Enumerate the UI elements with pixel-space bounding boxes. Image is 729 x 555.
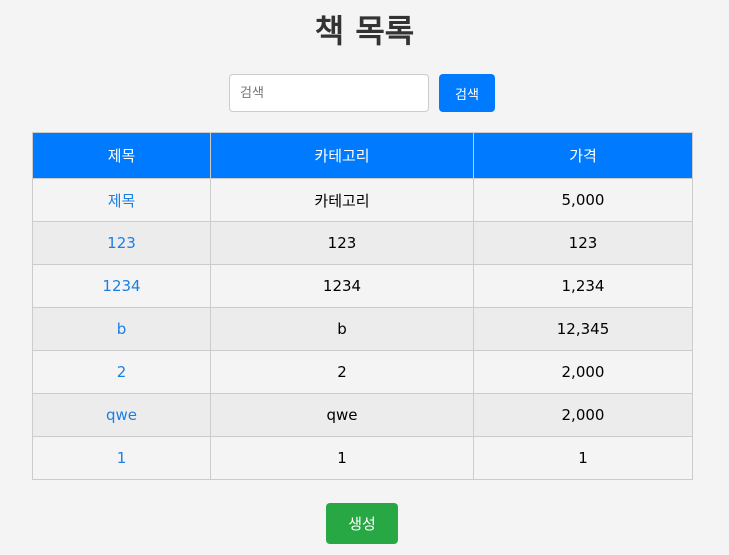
- title-cell: b: [32, 307, 211, 351]
- book-title-link[interactable]: qwe: [105, 406, 138, 424]
- price-cell: 2,000: [473, 350, 693, 394]
- book-title-link[interactable]: b: [116, 320, 127, 338]
- category-cell: qwe: [210, 393, 474, 437]
- title-cell: 1234: [32, 264, 211, 308]
- price-cell: 2,000: [473, 393, 693, 437]
- table-row: b b 12,345: [32, 307, 693, 351]
- column-header-price: 가격: [473, 132, 693, 179]
- create-button[interactable]: 생성: [326, 503, 398, 544]
- title-cell: 2: [32, 350, 211, 394]
- table-row: 제목 카테고리 5,000: [32, 178, 693, 222]
- page-title: 책 목록: [314, 12, 415, 50]
- table-header-row: 제목 카테고리 가격: [32, 132, 693, 179]
- table-row: 1234 1234 1,234: [32, 264, 693, 308]
- category-cell: 1234: [210, 264, 474, 308]
- search-button[interactable]: 검색: [439, 74, 495, 112]
- title-cell: 123: [32, 221, 211, 265]
- table-row: 1 1 1: [32, 436, 693, 480]
- category-cell: 2: [210, 350, 474, 394]
- book-title-link[interactable]: 1234: [102, 277, 141, 295]
- table-row: qwe qwe 2,000: [32, 393, 693, 437]
- title-cell: 제목: [32, 178, 211, 222]
- title-cell: 1: [32, 436, 211, 480]
- price-cell: 1: [473, 436, 693, 480]
- book-title-link[interactable]: 123: [107, 234, 136, 252]
- table-row: 2 2 2,000: [32, 350, 693, 394]
- book-table: 제목 카테고리 가격 제목 카테고리 5,000 123 123 123 123…: [32, 132, 693, 480]
- title-cell: qwe: [32, 393, 211, 437]
- table-row: 123 123 123: [32, 221, 693, 265]
- column-header-category: 카테고리: [210, 132, 474, 179]
- category-cell: b: [210, 307, 474, 351]
- column-header-title: 제목: [32, 132, 211, 179]
- price-cell: 5,000: [473, 178, 693, 222]
- category-cell: 카테고리: [210, 178, 474, 222]
- category-cell: 123: [210, 221, 474, 265]
- category-cell: 1: [210, 436, 474, 480]
- price-cell: 12,345: [473, 307, 693, 351]
- book-title-link[interactable]: 1: [116, 449, 127, 467]
- price-cell: 123: [473, 221, 693, 265]
- search-bar: 검색: [229, 74, 495, 112]
- price-cell: 1,234: [473, 264, 693, 308]
- search-input[interactable]: [229, 74, 429, 112]
- book-title-link[interactable]: 제목: [107, 191, 136, 210]
- book-title-link[interactable]: 2: [116, 363, 127, 381]
